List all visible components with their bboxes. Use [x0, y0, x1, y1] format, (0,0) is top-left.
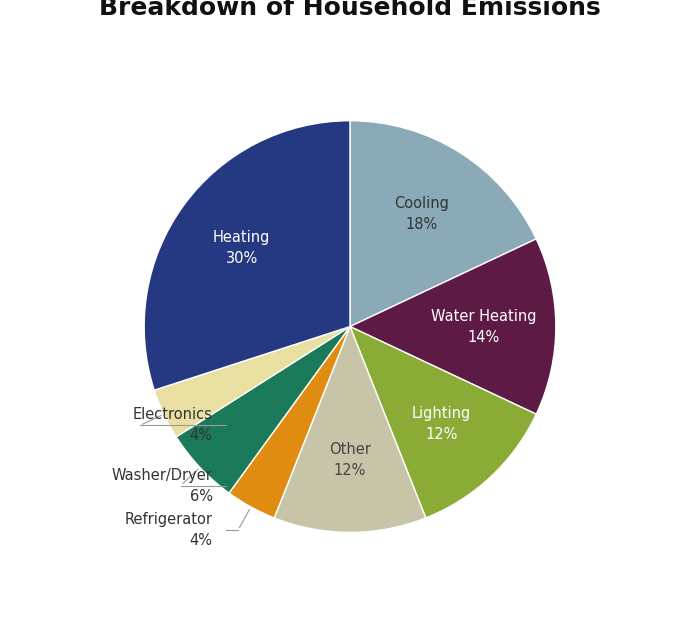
Text: Lighting
12%: Lighting 12%: [412, 406, 471, 442]
Wedge shape: [154, 326, 350, 437]
Text: Heating
30%: Heating 30%: [213, 230, 270, 266]
Text: Electronics
4%: Electronics 4%: [133, 407, 213, 444]
Wedge shape: [229, 326, 350, 518]
Wedge shape: [274, 326, 426, 532]
Text: Refrigerator
4%: Refrigerator 4%: [125, 512, 213, 548]
Wedge shape: [176, 326, 350, 493]
Title: Breakdown of Household Emissions: Breakdown of Household Emissions: [99, 0, 601, 21]
Wedge shape: [350, 120, 536, 326]
Wedge shape: [350, 326, 536, 518]
Wedge shape: [350, 239, 556, 414]
Text: Cooling
18%: Cooling 18%: [394, 195, 449, 232]
Wedge shape: [144, 120, 350, 390]
Text: Washer/Dryer
6%: Washer/Dryer 6%: [112, 467, 213, 504]
Text: Water Heating
14%: Water Heating 14%: [431, 308, 536, 344]
Text: Other
12%: Other 12%: [329, 442, 371, 479]
